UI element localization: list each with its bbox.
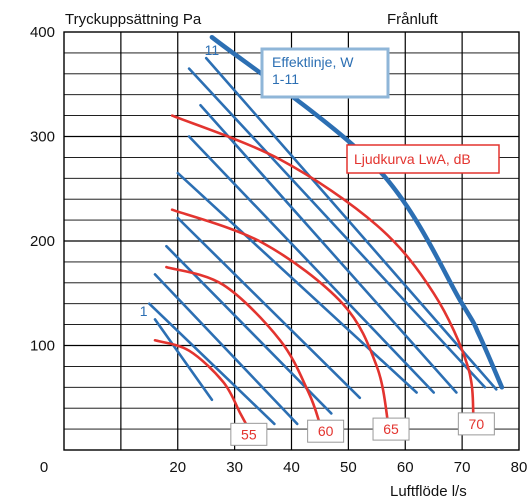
power-line-10	[204, 56, 498, 391]
x-tick-label: 80	[511, 459, 528, 476]
sound-label-box	[307, 419, 345, 443]
power-line-6	[176, 171, 418, 394]
x-tick-label: 20	[169, 459, 186, 476]
sound-label-box	[230, 422, 268, 446]
sound-label-box	[372, 417, 410, 441]
sound-curve-70	[170, 114, 475, 420]
chart-title: Tryckuppsättning Pa	[65, 11, 202, 28]
power-line-2	[148, 302, 276, 426]
sound-curve-label-65: 65	[372, 417, 410, 441]
power-line-8	[199, 103, 458, 394]
sound-label-text: 60	[318, 423, 334, 439]
power-line-7	[187, 135, 435, 394]
power-line-1	[153, 318, 214, 402]
power-line-3	[153, 273, 299, 426]
power-line-9	[187, 67, 487, 389]
sound-label-text: 70	[469, 416, 485, 432]
legend-power-lines: Effektlinje, W 1-11	[260, 47, 390, 99]
sound-curve-label-55: 55	[230, 422, 268, 446]
y-tick-label: 300	[30, 129, 55, 146]
chart-title-right: Frånluft	[387, 11, 439, 28]
x-tick-label: 30	[226, 459, 243, 476]
sound-curves	[153, 114, 475, 426]
x-tick-label: 70	[454, 459, 471, 476]
x-tick-label: 40	[283, 459, 300, 476]
y-tick-label: 100	[30, 338, 55, 355]
legend-power-line1: Effektlinje, W	[272, 54, 354, 70]
sound-curve-65	[170, 208, 390, 426]
x-tick-label: 50	[340, 459, 357, 476]
sound-curve-label-70: 70	[457, 412, 495, 436]
x-axis-label: Luftflöde l/s	[390, 483, 467, 500]
sound-label-text: 55	[241, 426, 257, 442]
power-line-label: 1	[140, 303, 148, 319]
x-tick-label: 60	[397, 459, 414, 476]
sound-curve-55	[153, 339, 248, 426]
legend-power-line2: 1-11	[272, 71, 299, 87]
legend-sound-text: Ljudkurva LwA, dB	[354, 151, 471, 167]
legend-sound-curves: Ljudkurva LwA, dB	[346, 144, 500, 174]
sound-label-text: 65	[383, 421, 399, 437]
y-tick-label: 200	[30, 233, 55, 250]
sound-label-box	[457, 412, 495, 436]
sound-curve-label-60: 60	[307, 419, 345, 443]
power-line-5	[176, 216, 362, 400]
x-tick-label: 0	[40, 459, 48, 476]
power-line-label: 11	[205, 42, 220, 58]
axis-ticks: 0 20 30 40 50 60 70 80 100 200 300 400	[30, 24, 527, 476]
sound-curve-60	[165, 265, 322, 426]
y-tick-label: 400	[30, 24, 55, 41]
